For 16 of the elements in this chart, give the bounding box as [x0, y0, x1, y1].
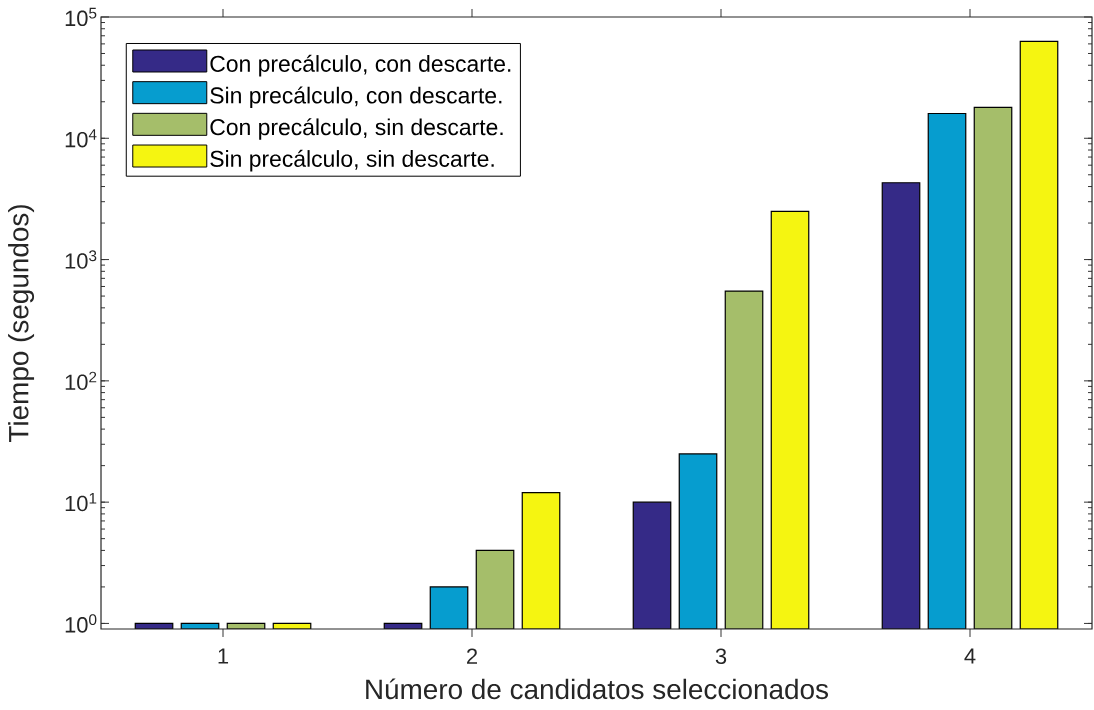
y-axis-title: Tiempo (segundos): [8, 205, 35, 442]
x-tick-label: 2: [467, 648, 478, 664]
y-tick-label: 10$^{0}$: [65, 614, 97, 633]
legend-label: Sin precálculo, con descarte.: [210, 86, 502, 109]
x-tick-label: 4: [964, 648, 976, 664]
x-tick-label: 3: [715, 648, 727, 665]
y-tick-label: 10$^{3}$: [65, 250, 97, 269]
y-tick-label: 10$^{2}$: [65, 371, 97, 391]
y-tick-label: 10$^{1}$: [65, 493, 97, 512]
x-axis-title: Número de candidatos seleccionados: [366, 678, 828, 700]
legend-label: Con precálculo, con descarte.: [210, 54, 511, 77]
y-tick-label: 10$^{4}$: [65, 129, 97, 148]
x-tick-label: 1: [218, 648, 229, 664]
legend-label: Con precálculo, sin descarte.: [210, 118, 503, 140]
y-tick-label: 10$^{5}$: [65, 7, 97, 27]
legend-label: Sin precálculo, sin descarte.: [210, 149, 494, 172]
